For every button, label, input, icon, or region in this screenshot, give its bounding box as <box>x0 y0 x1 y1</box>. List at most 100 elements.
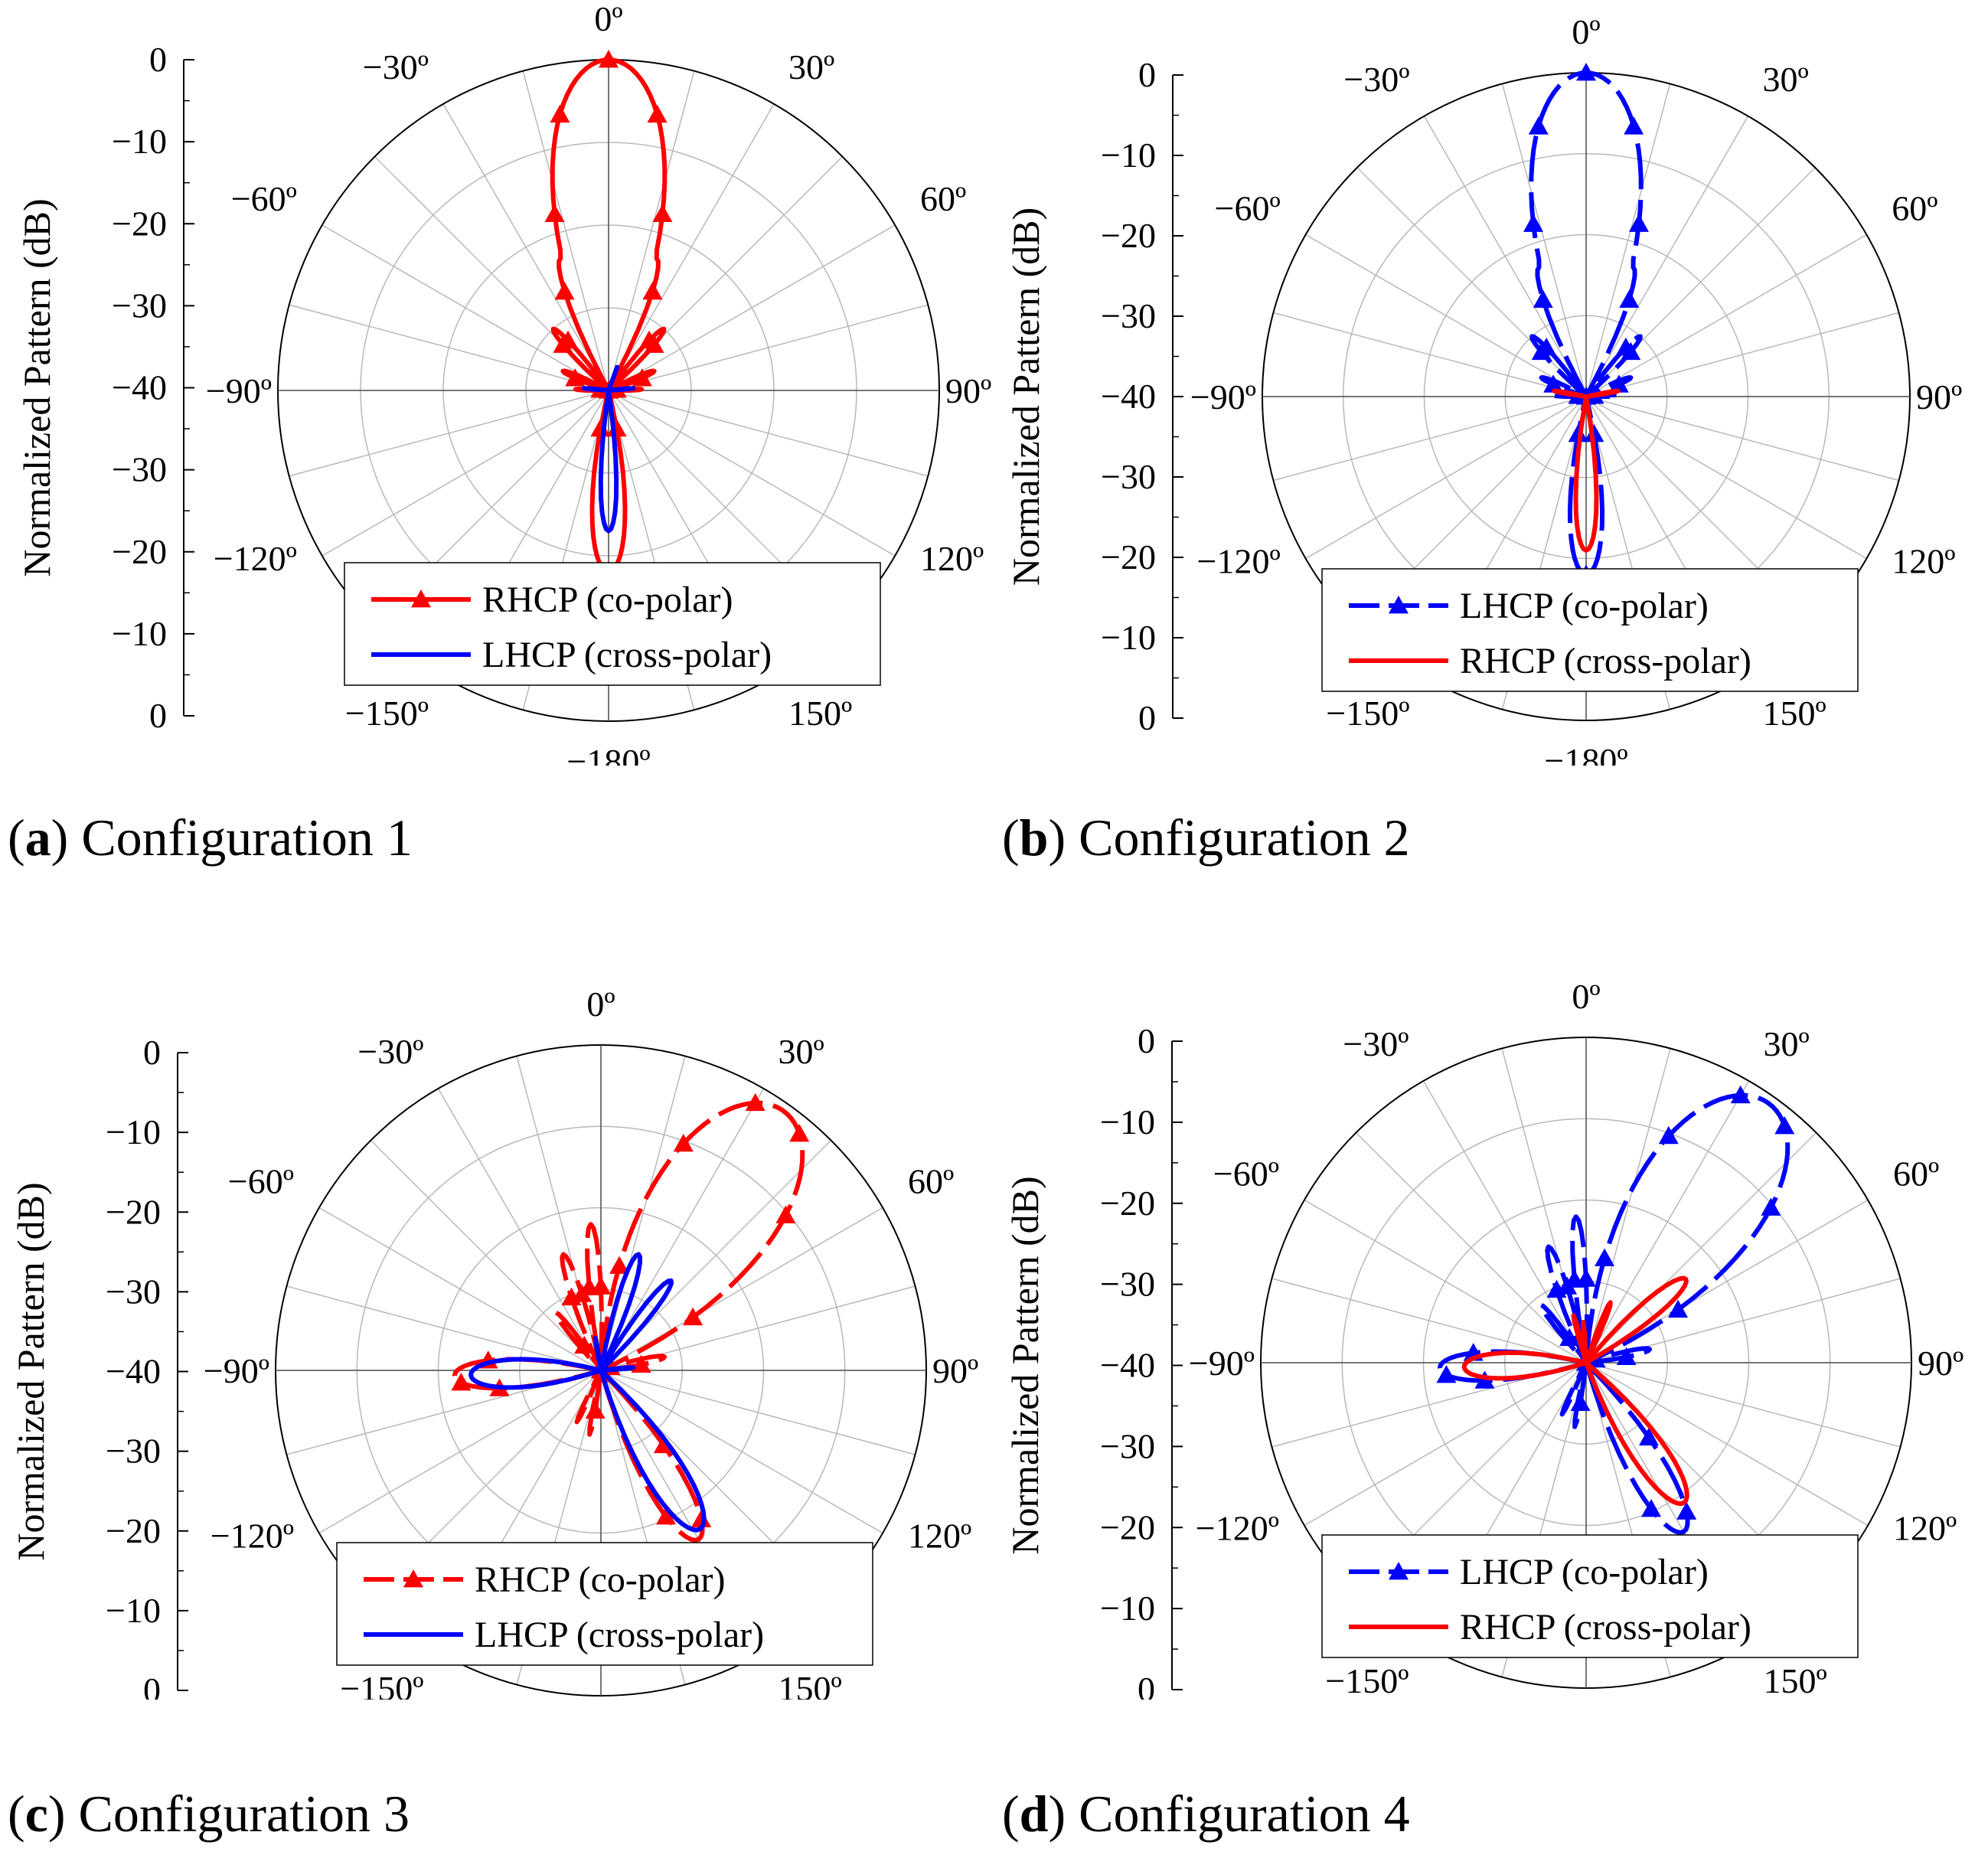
angle-label: 120º <box>1893 1509 1957 1548</box>
angle-label: −60º <box>1215 189 1281 228</box>
angle-label: 120º <box>1892 542 1955 581</box>
radial-axis-a: 0 −10 −20 −30 −40 −30 −20 −10 0 Normalized Patter… <box>15 40 194 735</box>
triangle-marker <box>1616 1347 1637 1366</box>
triangle-marker <box>642 281 663 300</box>
grid-spoke-60 <box>600 1207 883 1371</box>
angle-label: −150º <box>1326 694 1409 733</box>
panel-b: 0º 30º 60º 90º 120º 150º −180º −150º −120º −90º −6… <box>994 0 1988 934</box>
radial-axis-c: 0 −10 −20 −30 −40 −30 −20 −10 0 Normalized Patter… <box>9 1033 188 1700</box>
triangle-marker <box>585 1400 606 1419</box>
radial-tick-label: 0 <box>149 40 167 79</box>
legend-box <box>344 562 881 686</box>
polar-chart-d: 0º30º60º90º120º150º−180º−150º−120º−90º−6… <box>1004 977 1964 1700</box>
series-line <box>1437 1092 1791 1535</box>
angle-label: 0º <box>1572 12 1600 51</box>
angle-label: −90º <box>204 1351 269 1390</box>
series-d-1 <box>1436 1085 1795 1535</box>
triangle-marker <box>1608 374 1629 393</box>
caption-c: (c) Configuration 3 <box>8 1785 410 1843</box>
triangle-marker <box>558 330 579 348</box>
triangle-marker <box>591 1276 611 1295</box>
radial-tick-label: −30 <box>1100 1265 1155 1304</box>
triangle-marker <box>1730 1085 1751 1104</box>
radial-tick-label: −20 <box>1101 216 1156 255</box>
grid-spoke-15 <box>1585 1048 1671 1363</box>
angle-label: 60º <box>920 179 966 218</box>
triangle-marker <box>631 1354 651 1373</box>
radial-axis-title: Normalized Pattern (dB) <box>15 198 58 576</box>
series-a-2 <box>581 364 636 534</box>
triangle-marker <box>1559 1328 1580 1347</box>
legend-marker <box>411 589 431 608</box>
angle-label: −180º <box>566 742 650 766</box>
angle-label: 60º <box>1893 1154 1939 1194</box>
angle-label: −90º <box>1189 1344 1255 1383</box>
grid-spoke-330 <box>437 1088 602 1371</box>
legend-box <box>336 1542 873 1666</box>
caption-a: (a) Configuration 1 <box>8 808 413 867</box>
triangle-marker <box>451 1372 472 1391</box>
angle-label: 90º <box>1918 1344 1964 1383</box>
triangle-marker <box>691 1509 712 1527</box>
radial-tick-label: −30 <box>112 450 167 489</box>
angle-label: −60º <box>1213 1154 1279 1194</box>
angle-label: −150º <box>340 1669 423 1700</box>
radial-tick-label: −10 <box>1100 1102 1155 1141</box>
radial-tick-label: −10 <box>1100 1589 1155 1628</box>
triangle-marker <box>1628 214 1649 232</box>
radial-tick-label: 0 <box>143 1670 161 1700</box>
angle-label: −60º <box>228 1162 294 1201</box>
triangle-marker <box>1668 1299 1689 1318</box>
triangle-marker <box>572 1284 592 1302</box>
caption-d: (d) Configuration 4 <box>1002 1785 1410 1843</box>
caption-b: (b) Configuration 2 <box>1002 808 1410 867</box>
triangle-marker <box>644 335 664 353</box>
angle-label: −120º <box>1196 1509 1279 1548</box>
legend-c: RHCP (co-polar) LHCP (cross-polar) <box>336 1542 873 1666</box>
triangle-marker <box>1568 423 1588 443</box>
grid-spoke-345 <box>1501 83 1587 397</box>
legend-label: RHCP (co-polar) <box>482 580 733 620</box>
triangle-marker <box>1595 1248 1615 1266</box>
radial-tick-label: −20 <box>112 532 167 571</box>
angle-label: 60º <box>1892 189 1937 228</box>
legend-label: RHCP (cross-polar) <box>1460 641 1751 681</box>
radial-axis-d: 0 −10 −20 −30 −40 −30 −20 −10 0 Normalized Patter… <box>1004 1021 1183 1700</box>
triangle-marker <box>1641 1499 1662 1517</box>
grid-spoke-60 <box>608 224 896 391</box>
grid-spoke-285 <box>286 1285 602 1371</box>
grid-spoke-105 <box>1585 1362 1901 1448</box>
radial-tick-label: −40 <box>106 1352 161 1391</box>
grid-spoke-285 <box>289 304 609 391</box>
legend-marker <box>403 1569 423 1588</box>
angle-label: 0º <box>586 985 615 1024</box>
series-line <box>1552 388 1621 553</box>
polar-chart-c: 0º30º60º90º120º150º−180º−150º−120º−90º−6… <box>9 985 978 1700</box>
angle-label: −180º <box>1544 741 1627 766</box>
triangle-marker <box>1543 374 1564 393</box>
triangle-marker <box>656 1507 677 1525</box>
angle-label: −120º <box>214 539 297 578</box>
radial-tick-label: −20 <box>1100 1507 1155 1546</box>
grid-spoke-15 <box>1585 83 1671 397</box>
panel-a: 0º 30º 60º 90º 120º 150º −180º −150º −120º −90º −6… <box>0 0 994 934</box>
grid-spoke-75 <box>608 304 929 391</box>
triangle-marker <box>1638 1427 1659 1446</box>
series-line <box>1461 1275 1689 1507</box>
grid-spoke-330 <box>1423 116 1587 397</box>
triangle-marker <box>550 104 570 123</box>
radial-tick-label: −10 <box>1101 618 1156 657</box>
angle-label: −30º <box>1343 60 1409 99</box>
grid-spoke-105 <box>608 390 929 477</box>
angle-label: 150º <box>1764 1661 1827 1700</box>
angle-label: 150º <box>788 694 852 733</box>
radial-axis-b: 0 −10 −20 −30 −40 −30 −20 −10 0 Normalized Patter… <box>1004 55 1183 737</box>
angle-label: −60º <box>231 179 297 218</box>
grid-spoke-105 <box>600 1370 916 1455</box>
radial-tick-label: −30 <box>112 286 167 325</box>
triangle-marker <box>632 368 652 387</box>
angle-labels-b: 0º 30º 60º 90º 120º 150º −180º −150º −120º −90º −6… <box>1190 12 1962 766</box>
radial-tick-label: −30 <box>1101 296 1156 335</box>
angle-labels-a: 0º 30º 60º 90º 120º 150º −180º −150º −120º −90º −6… <box>206 0 991 766</box>
radial-tick-label: −30 <box>106 1432 161 1471</box>
